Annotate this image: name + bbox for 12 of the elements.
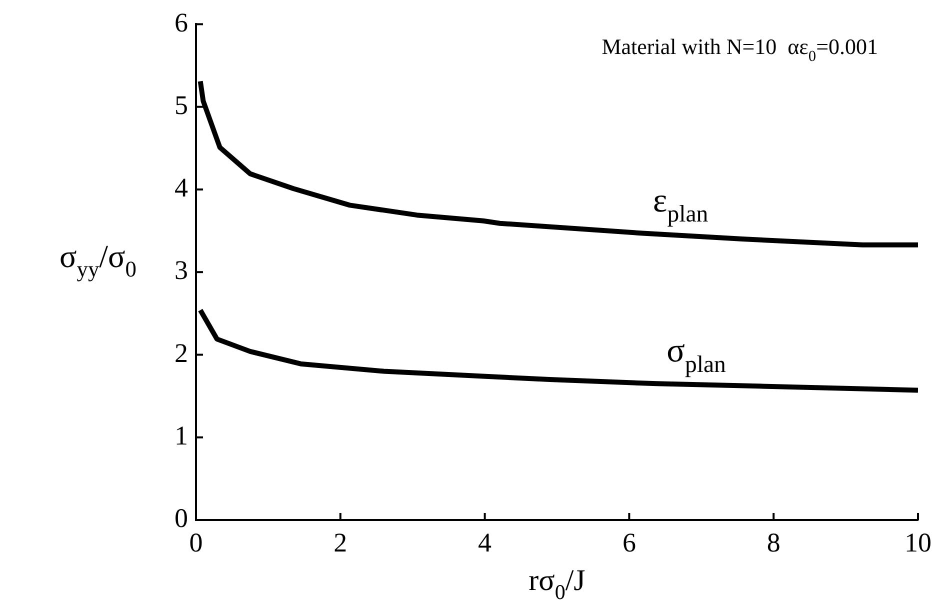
x-tick-label: 6	[622, 527, 636, 558]
y-tick-label: 6	[174, 7, 188, 38]
x-tick-label: 8	[766, 527, 780, 558]
y-tick-label: 5	[174, 90, 188, 120]
y-tick-label: 0	[174, 503, 188, 534]
y-tick-label: 4	[174, 172, 188, 203]
x-tick-label: 10	[904, 527, 932, 558]
y-tick-label: 1	[174, 420, 188, 450]
y-tick-label: 3	[174, 255, 188, 286]
x-tick-label: 4	[478, 527, 492, 558]
x-tick-label: 2	[334, 527, 348, 558]
y-tick-label: 2	[174, 338, 188, 368]
